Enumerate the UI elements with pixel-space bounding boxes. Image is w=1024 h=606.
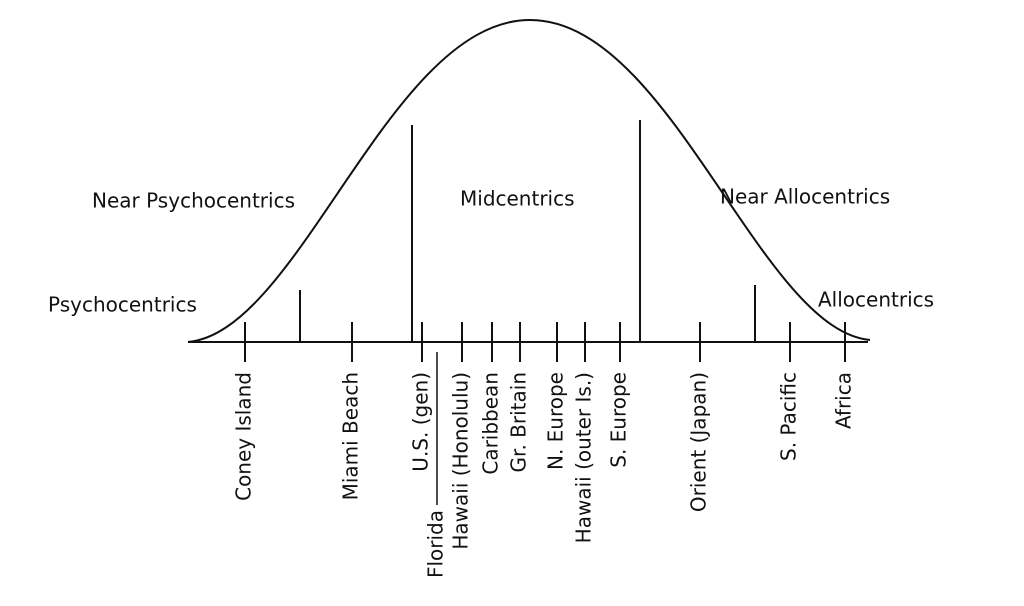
destination-label: Hawaii (Honolulu) <box>449 372 473 550</box>
bell-curve <box>187 18 871 343</box>
group-label: Psychocentrics <box>48 293 197 317</box>
destination-label: N. Europe <box>544 372 568 470</box>
destination-label: Florida <box>424 510 448 578</box>
destination-label: Orient (Japan) <box>687 372 711 512</box>
group-label: Near Allocentrics <box>720 185 890 209</box>
destination-label: U.S. (gen) <box>409 372 433 472</box>
destination-label: Miami Beach <box>339 372 363 500</box>
group-label: Midcentrics <box>460 187 575 211</box>
destination-label: Coney Island <box>232 372 256 501</box>
destination-label: S. Pacific <box>777 372 801 461</box>
destination-label: Gr. Britain <box>507 372 531 472</box>
group-label: Near Psychocentrics <box>92 189 295 213</box>
destination-label: Hawaii (outer Is.) <box>572 372 596 543</box>
destination-label: Caribbean <box>479 372 503 475</box>
group-label: Allocentrics <box>818 288 934 312</box>
destinations: Coney Island Miami Beach U.S. (gen) Florida… <box>232 322 856 578</box>
destination-label: S. Europe <box>607 372 631 468</box>
destination-label: Africa <box>832 372 856 429</box>
